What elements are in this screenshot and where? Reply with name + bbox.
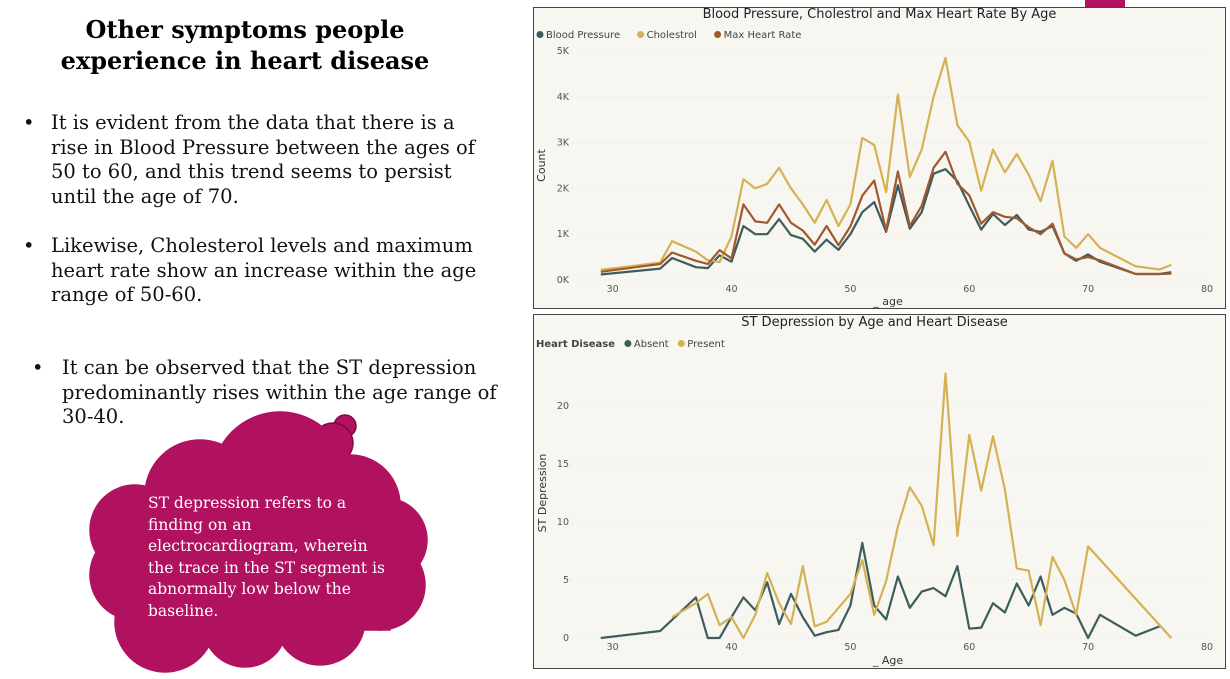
x-tick-label: 80 (1201, 284, 1213, 295)
y-axis-title: ST Depression (536, 454, 549, 533)
series-line-present (671, 372, 1173, 640)
slide-title: Other symptoms people experience in hear… (40, 14, 450, 76)
y-tick-label: 3K (557, 138, 570, 149)
bullet-dot: • (32, 356, 44, 379)
x-tick-label: 60 (963, 642, 975, 653)
legend-label: Absent (634, 339, 669, 350)
x-tick-label: 30 (607, 642, 619, 653)
bullet-item: • It can be observed that the ST depress… (32, 356, 502, 430)
callout-text: ST depression refers to a finding on an … (148, 494, 386, 620)
bullet-dot: • (23, 111, 35, 134)
y-tick-label: 0 (563, 633, 569, 644)
bullet-item: • Likewise, Cholesterol levels and maxim… (23, 234, 481, 308)
x-tick-label: 80 (1201, 642, 1213, 653)
x-tick-label: 70 (1082, 284, 1094, 295)
x-tick-label: 70 (1082, 642, 1094, 653)
legend-label: Cholestrol (647, 30, 697, 41)
slide-title-line1: Other symptoms people (85, 15, 405, 44)
cloud-body (139, 489, 391, 631)
series-line-max-heart-rate (600, 150, 1172, 276)
y-tick-label: 5K (557, 46, 570, 57)
x-tick-label: 40 (725, 642, 737, 653)
x-tick-label: 40 (725, 284, 737, 295)
x-axis-title: _ age (872, 295, 903, 308)
bullet-text: It is evident from the data that there i… (51, 111, 475, 208)
legend-title: Heart Disease (536, 339, 615, 350)
legend-label: Max Heart Rate (724, 30, 802, 41)
legend-marker (536, 31, 544, 38)
legend-label: Present (687, 339, 725, 350)
legend-marker (714, 31, 722, 38)
y-tick-label: 20 (557, 401, 569, 412)
series-line-cholestrol (600, 56, 1172, 271)
bullet-item: • It is evident from the data that there… (23, 111, 496, 209)
x-tick-label: 50 (844, 642, 856, 653)
legend-marker (624, 340, 632, 347)
legend-marker (637, 31, 645, 38)
x-tick-label: 30 (607, 284, 619, 295)
chart-title: Blood Pressure, Cholestrol and Max Heart… (703, 7, 1057, 22)
y-tick-label: 2K (557, 183, 570, 194)
st-depression-chart: ST Depression by Age and Heart Disease He… (533, 314, 1226, 669)
x-tick-label: 50 (844, 284, 856, 295)
chart-title: ST Depression by Age and Heart Disease (741, 315, 1008, 330)
x-axis-title: _ Age (872, 654, 904, 667)
y-tick-label: 0K (557, 275, 570, 286)
x-tick-label: 60 (963, 284, 975, 295)
y-tick-label: 15 (557, 459, 569, 470)
y-axis-title: Count (535, 148, 548, 181)
legend-marker (677, 340, 685, 347)
y-tick-label: 10 (557, 517, 569, 528)
y-tick-label: 5 (563, 575, 569, 586)
accent-tab (1085, 0, 1125, 7)
chart-frame (533, 314, 1226, 669)
slide-title-line2: experience in heart disease (60, 46, 430, 75)
y-tick-label: 4K (557, 92, 570, 103)
chart-frame (533, 7, 1226, 309)
bullet-dot: • (23, 234, 35, 257)
bullet-text: It can be observed that the ST depressio… (62, 356, 497, 428)
series-line-absent (600, 541, 1160, 640)
bp-cholesterol-hr-chart: Blood Pressure, Cholestrol and Max Heart… (533, 7, 1226, 309)
bullet-text: Likewise, Cholesterol levels and maximum… (51, 234, 477, 306)
y-tick-label: 1K (557, 229, 570, 240)
legend-label: Blood Pressure (546, 30, 620, 41)
